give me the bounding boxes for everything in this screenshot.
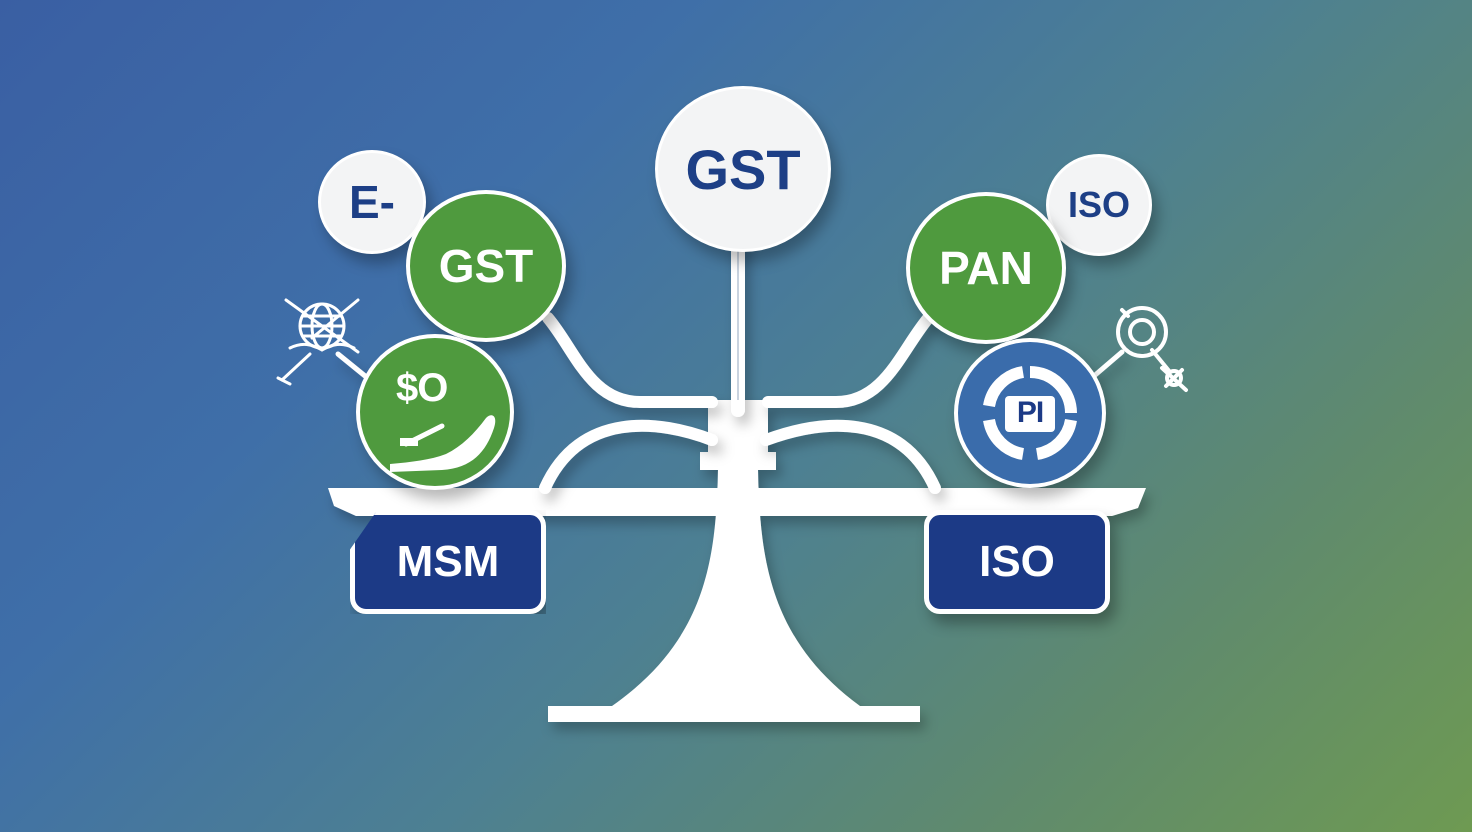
left-money-label: $O [396, 366, 448, 410]
hand-money-icon [390, 415, 496, 472]
right-iso-bubble: ISO [1046, 154, 1152, 256]
left-e-bubble: E- [318, 150, 426, 254]
target-icon [983, 366, 1077, 460]
right-target-bubble: PI [954, 338, 1106, 488]
left-arm [542, 312, 718, 408]
center-gst-bubble: GST [655, 86, 831, 252]
left-arch [539, 419, 718, 494]
globe-network-icon [276, 298, 360, 386]
left-pan-label: MSM [350, 510, 546, 614]
scale-pillar [612, 470, 860, 706]
right-arm [762, 310, 936, 408]
left-money-bubble: $O [356, 334, 514, 490]
scale-neck-cap [700, 452, 776, 470]
scale-beam [328, 488, 1146, 516]
left-gst-bubble: GST [406, 190, 566, 342]
right-arch [760, 419, 941, 494]
right-pan-label: ISO [924, 510, 1110, 614]
scale-base [548, 706, 920, 722]
right-pan-bubble: PAN [906, 192, 1066, 344]
right-target-label: PI [1016, 396, 1044, 429]
magnifier-gear-icon [1116, 306, 1188, 392]
